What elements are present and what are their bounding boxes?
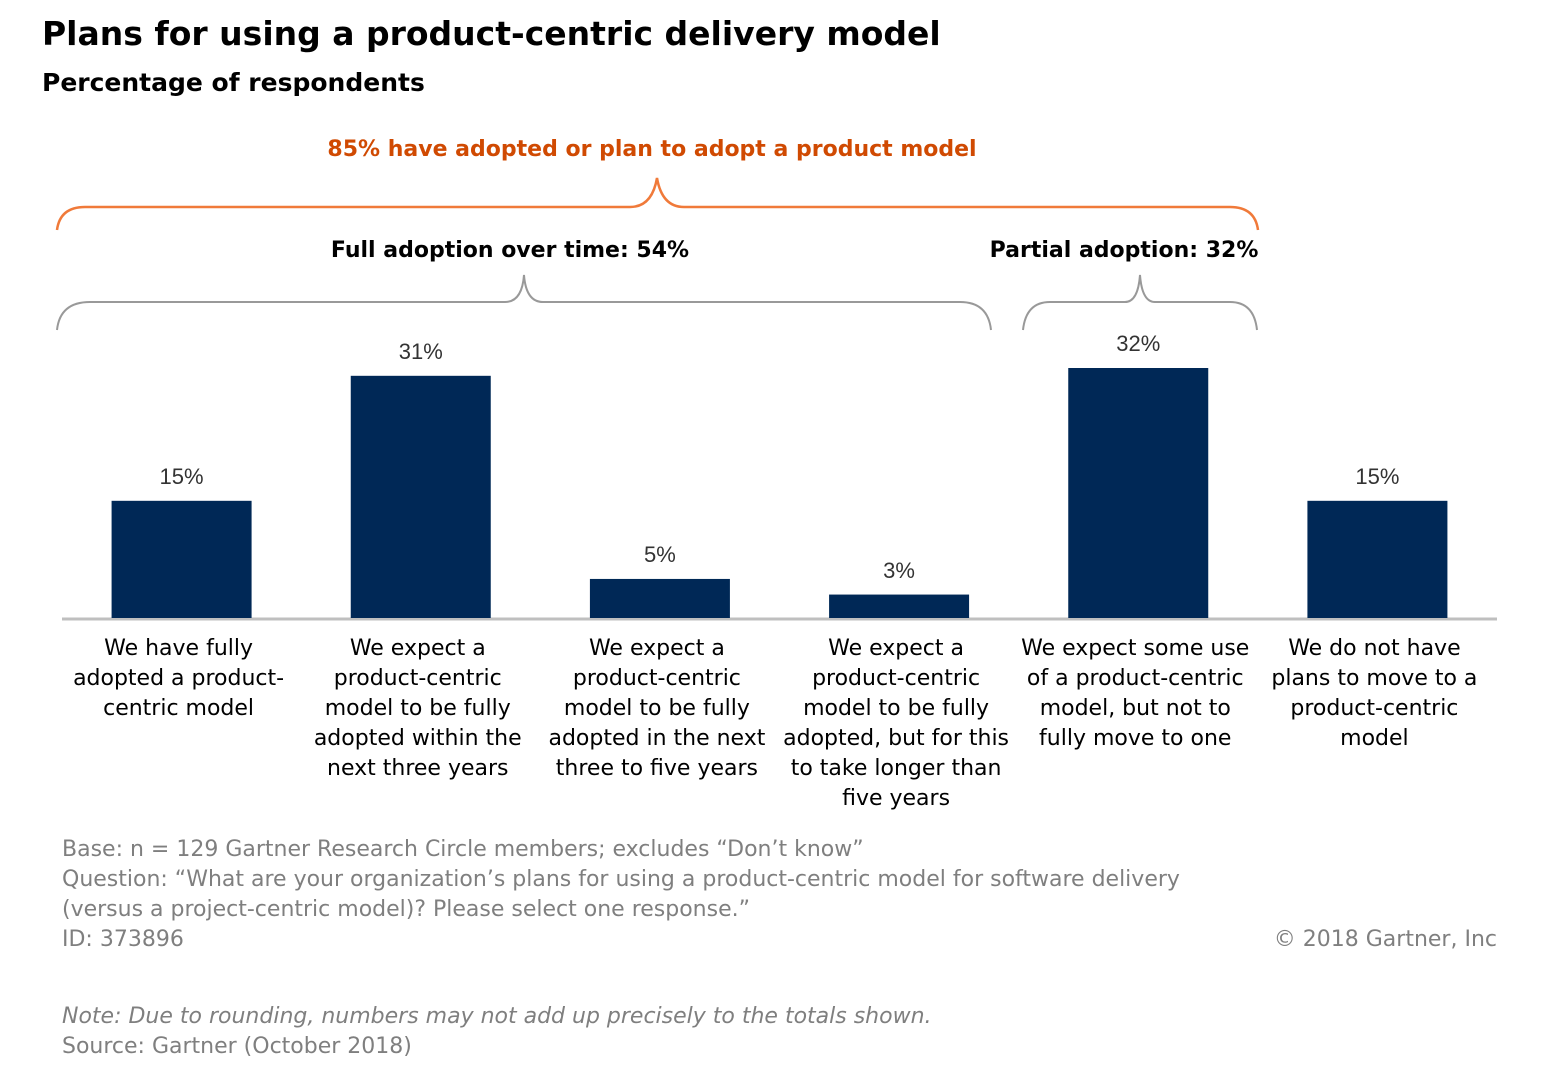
bar (111, 500, 252, 618)
x-tick-label: We expect a product-centric model to be … (783, 636, 1010, 811)
footnote: Base: n = 129 Gartner Research Circle me… (62, 837, 864, 862)
value-label: 32% (1116, 331, 1161, 356)
full-bracket (56, 274, 992, 331)
value-label: 3% (883, 557, 915, 583)
x-tick-label: We do not have plans to move to a produc… (1271, 636, 1478, 751)
footnote: ID: 373896 (62, 927, 184, 952)
note: Note: Due to rounding, numbers may not a… (62, 1004, 932, 1029)
x-tick-label: We expect some use of a product-centric … (1021, 636, 1250, 751)
annotation: 85% have adopted or plan to adopt a prod… (327, 137, 977, 162)
copyright: © 2018 Gartner, Inc (1273, 927, 1497, 952)
bar (1307, 500, 1448, 618)
bar (350, 375, 491, 618)
partial-bracket (1022, 274, 1258, 331)
value-label: 31% (398, 338, 443, 364)
footnote: Question: “What are your organization’s … (62, 867, 1180, 922)
value-label: 15% (1355, 463, 1400, 489)
x-tick-label: We expect a product-centric model to be … (548, 636, 766, 781)
annotation: Partial adoption: 32% (989, 238, 1259, 263)
bar (1068, 368, 1209, 618)
bar (829, 594, 970, 618)
chart-title: Plans for using a product-centric delive… (42, 14, 941, 53)
chart-subtitle: Percentage of respondents (42, 68, 425, 97)
x-tick-label: We expect a product-centric model to be … (313, 636, 522, 781)
annotation: Full adoption over time: 54% (330, 238, 690, 263)
source: Source: Gartner (October 2018) (62, 1034, 412, 1059)
x-tick-label: We have fully adopted a product-centric … (73, 636, 285, 721)
bar (589, 578, 730, 618)
value-label: 5% (644, 541, 676, 567)
value-label: 15% (159, 463, 204, 489)
total-bracket (55, 177, 1260, 231)
